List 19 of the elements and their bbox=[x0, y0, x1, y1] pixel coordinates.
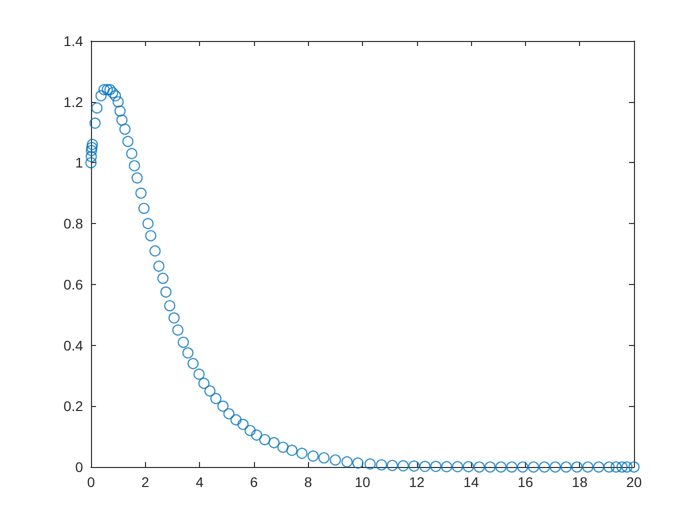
y-tick-label: 0.4 bbox=[64, 337, 84, 354]
y-tick-label: 0.2 bbox=[64, 398, 84, 414]
x-tick-label: 12 bbox=[409, 474, 425, 490]
x-tick-label: 18 bbox=[572, 474, 588, 490]
y-tick-label: 0.8 bbox=[64, 216, 84, 232]
y-tick-label: 1.4 bbox=[64, 33, 84, 49]
x-tick-label: 6 bbox=[250, 474, 258, 490]
x-tick-label: 10 bbox=[354, 474, 370, 490]
x-tick-label: 20 bbox=[626, 474, 642, 490]
x-tick-label: 14 bbox=[463, 474, 480, 490]
y-tick-label: 1 bbox=[75, 154, 84, 171]
x-tick-label: 4 bbox=[196, 474, 204, 490]
y-tick-label: 1.2 bbox=[64, 94, 84, 110]
x-tick-label: 2 bbox=[141, 474, 150, 490]
y-tick-label: 0 bbox=[75, 459, 84, 475]
x-tick-label: 8 bbox=[304, 474, 312, 490]
y-tick-label: 0.6 bbox=[64, 276, 84, 292]
x-tick-label: 0 bbox=[87, 474, 96, 490]
x-tick-label: 16 bbox=[518, 474, 534, 490]
